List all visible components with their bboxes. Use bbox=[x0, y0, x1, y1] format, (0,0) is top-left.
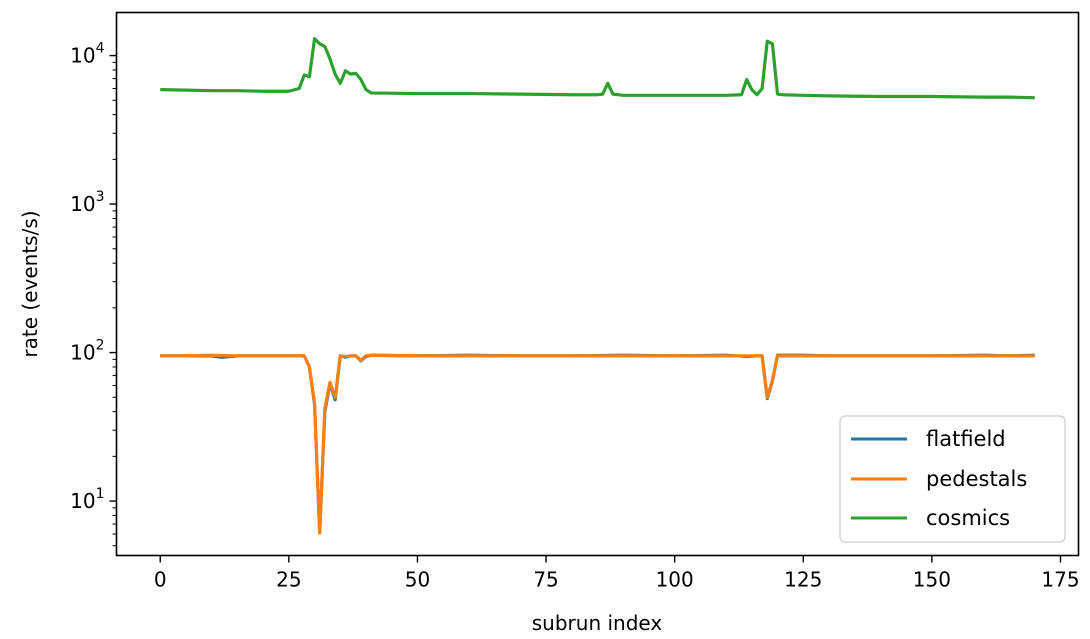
plot-frame bbox=[115, 11, 1080, 557]
legend-label-cosmics: cosmics bbox=[926, 506, 1010, 530]
x-tick-label: 75 bbox=[533, 568, 558, 592]
y-tick-label: 104 bbox=[70, 41, 104, 68]
legend-box bbox=[839, 415, 1066, 543]
x-axis-label: subrun index bbox=[532, 611, 663, 635]
series-line-pedestals bbox=[160, 353, 1035, 535]
x-tick-label: 175 bbox=[1041, 568, 1079, 592]
legend-label-pedestals: pedestals bbox=[926, 467, 1027, 491]
series-layer bbox=[160, 37, 1035, 535]
y-axis-ticks: 101 102 103 104 bbox=[70, 41, 117, 547]
y-tick-label: 101 bbox=[70, 486, 104, 513]
x-tick-label: 100 bbox=[656, 568, 694, 592]
x-tick-label: 50 bbox=[405, 568, 430, 592]
x-axis-ticks: 0 25 50 75 100 125 150 175 bbox=[154, 555, 1080, 592]
x-tick-label: 150 bbox=[913, 568, 951, 592]
legend-label-flatfield: flatfield bbox=[926, 427, 1006, 451]
y-tick-label: 102 bbox=[70, 338, 104, 365]
x-tick-label: 25 bbox=[276, 568, 301, 592]
x-tick-label: 0 bbox=[154, 568, 167, 592]
y-tick-label: 103 bbox=[70, 189, 104, 216]
x-tick-label: 125 bbox=[784, 568, 822, 592]
legend: flatfield pedestals cosmics bbox=[839, 415, 1066, 543]
series-line-cosmics bbox=[160, 37, 1035, 100]
y-axis-label: rate (events/s) bbox=[18, 210, 42, 357]
